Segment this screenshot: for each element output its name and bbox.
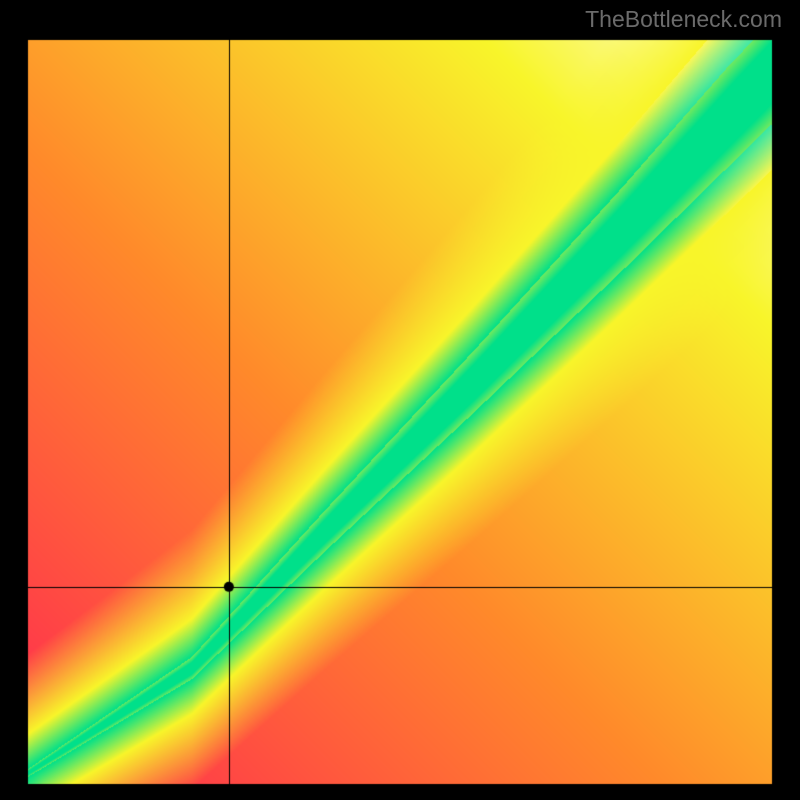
bottleneck-heatmap bbox=[0, 0, 800, 800]
watermark-text: TheBottleneck.com bbox=[585, 6, 782, 33]
chart-container: TheBottleneck.com bbox=[0, 0, 800, 800]
